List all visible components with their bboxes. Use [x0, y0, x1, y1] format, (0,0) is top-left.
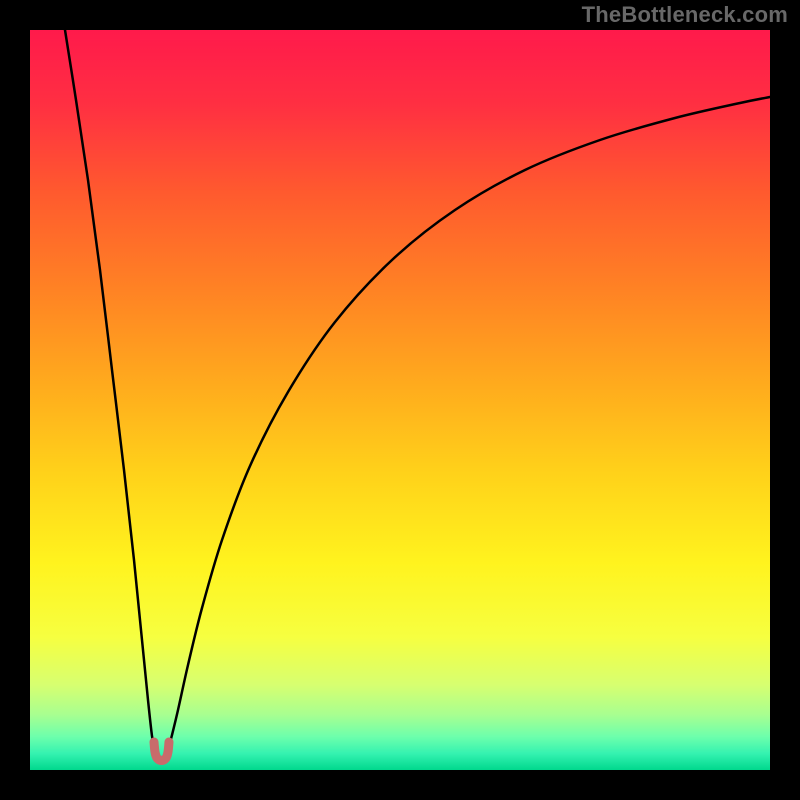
plot-background — [30, 30, 770, 770]
watermark-text: TheBottleneck.com — [582, 2, 788, 28]
bottleneck-chart — [0, 0, 800, 800]
